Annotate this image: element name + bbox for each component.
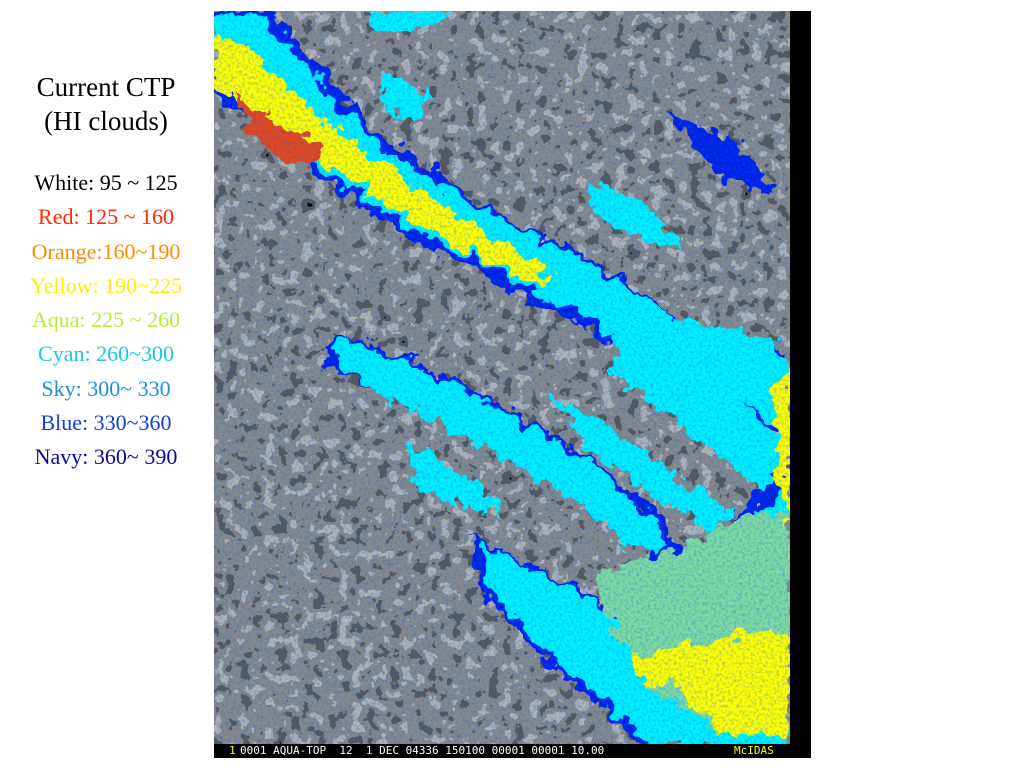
legend-item-blue: Blue: 330~360 (40, 410, 172, 436)
status-text: 0001 AQUA-TOP 12 1 DEC 04336 150100 0000… (240, 744, 605, 757)
cloud-top-pressure-map (214, 11, 811, 746)
legend-item-sky: Sky: 300~ 330 (41, 375, 171, 401)
image-edge-band (790, 11, 811, 746)
legend-title-line1: Current CTP (36, 72, 176, 102)
legend-title-line2: (HI clouds) (44, 106, 168, 136)
legend-item-navy: Navy: 360~ 390 (34, 444, 178, 470)
legend-item-red: Red: 125 ~ 160 (38, 204, 174, 230)
legend-item-aqua: Aqua: 225 ~ 260 (31, 307, 181, 333)
mcidas-status-bar: 1 0001 AQUA-TOP 12 1 DEC 04336 150100 00… (214, 744, 811, 758)
legend-item-white: White: 95 ~ 125 (34, 170, 178, 195)
speckle-overlay (214, 11, 811, 746)
legend-items: White: 95 ~ 125 Red: 125 ~ 160 Orange:16… (0, 166, 212, 475)
legend-panel: Current CTP (HI clouds) White: 95 ~ 125 … (0, 70, 212, 475)
frame-number: 1 (229, 744, 236, 757)
legend-item-cyan: Cyan: 260~300 (38, 341, 174, 367)
legend-item-yellow: Yellow: 190~225 (29, 272, 183, 298)
satellite-image: 1 0001 AQUA-TOP 12 1 DEC 04336 150100 00… (214, 11, 811, 758)
legend-item-orange: Orange:160~190 (31, 238, 181, 264)
mcidas-logo: McIDAS (734, 744, 774, 757)
